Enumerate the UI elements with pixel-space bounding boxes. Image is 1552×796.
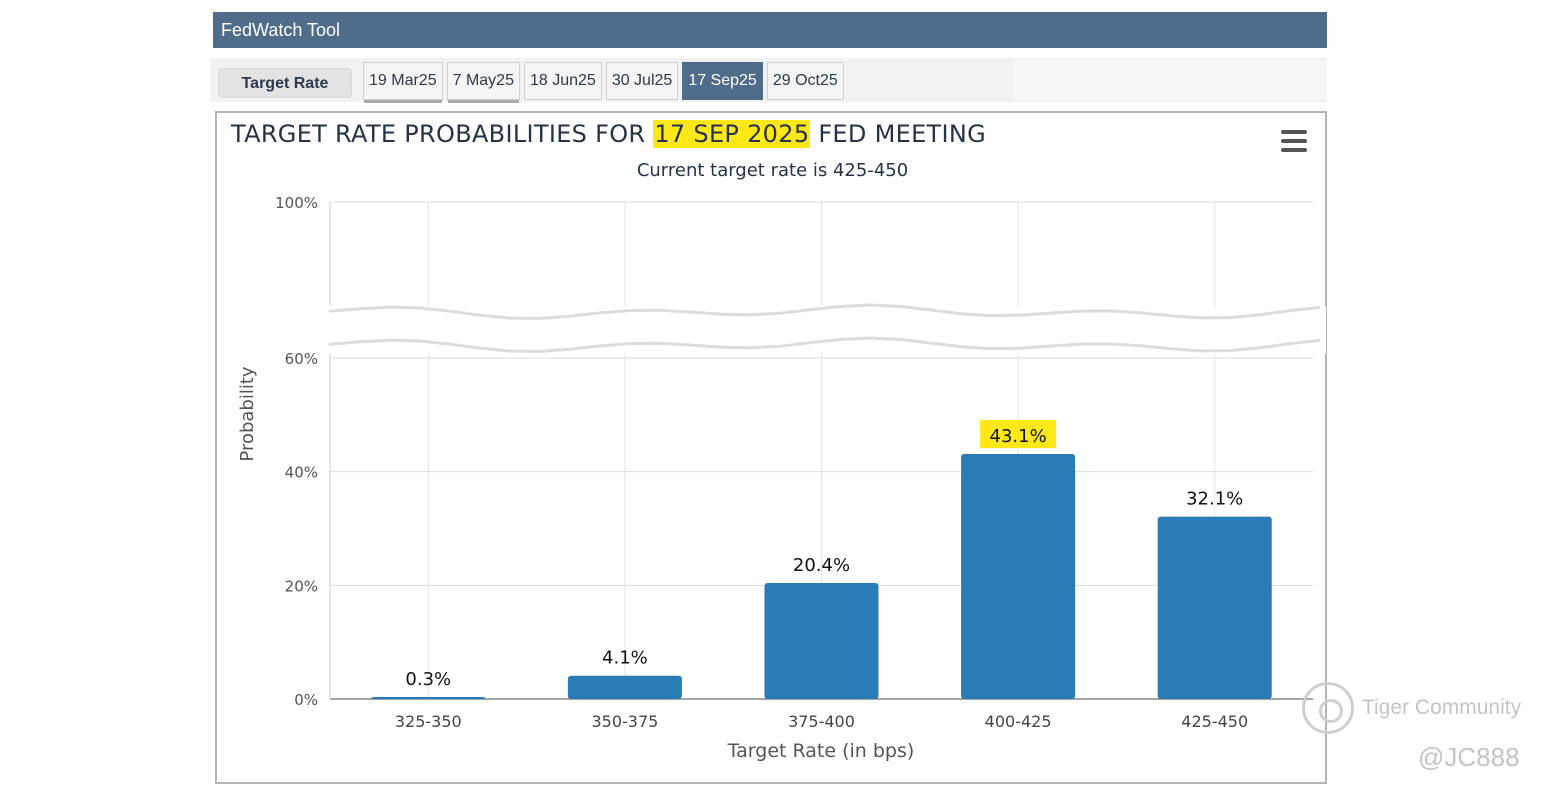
bar-400-425 [961,454,1076,699]
bar-350-375 [567,675,682,699]
tab-18-jun25[interactable]: 18 Jun25 [523,62,602,100]
watermark-name: Tiger Community [1362,696,1522,719]
tab-30-jul25[interactable]: 30 Jul25 [605,62,679,100]
y-tick-label: 0% [294,691,318,709]
grid-layer: 0% 20% 40% 60% 100% [275,194,1313,709]
tab-label: 7 May25 [452,72,514,89]
tiger-community-logo-icon [1302,682,1354,734]
label-layer: 0.3% 325-350 4.1% 350-375 20.4% 375-400 43.1% 4… [395,420,1248,731]
watermark-handle: @JC888 [1418,742,1520,772]
chart-title-prefix: TARGET RATE PROBABILITIES FOR [231,120,654,148]
tab-label: 17 Sep25 [688,72,757,89]
y-tick-label: 20% [285,577,318,595]
watermark: Tiger Community @JC888 [1300,680,1550,780]
menu-icon-bar [1281,148,1307,152]
tab-underline [364,100,442,103]
chart-subtitle: Current target rate is 425-450 [636,160,909,181]
toolbar-background [1013,60,1327,100]
x-tick-label: 325-350 [395,712,462,731]
bar-425-450 [1157,516,1272,699]
axis-break-line [328,303,1321,320]
toolbar: Target Rate 19 Mar25 7 May25 18 Jun25 30… [210,58,1327,103]
app-title: FedWatch Tool [213,12,1327,48]
tab-17-sep25[interactable]: 17 Sep25 [682,62,763,100]
meeting-tabs: 19 Mar25 7 May25 18 Jun25 30 Jul25 17 Se… [363,62,848,103]
tab-7-may25[interactable]: 7 May25 [446,62,520,103]
bar-375-400 [764,583,879,699]
x-tick-label: 375-400 [788,712,855,731]
fedwatch-app: FedWatch Tool Target Rate 19 Mar25 7 May… [210,8,1327,103]
tab-19-mar25[interactable]: 19 Mar25 [363,62,443,103]
target-rate-button[interactable]: Target Rate [218,68,352,98]
axis-break [318,303,1326,354]
data-label: 4.1% [602,648,648,669]
tab-label: 29 Oct25 [772,72,838,89]
tab-29-oct25[interactable]: 29 Oct25 [766,62,844,100]
y-tick-label: 40% [285,464,318,482]
menu-icon-bar [1281,139,1307,143]
tab-label: 19 Mar25 [369,72,437,89]
tab-label: 30 Jul25 [611,72,673,89]
data-label: 43.1% [990,426,1047,447]
y-tick-label: 60% [285,350,318,368]
x-axis-label: Target Rate (in bps) [727,740,915,762]
x-tick-label: 425-450 [1181,712,1248,731]
data-label: 0.3% [405,669,451,690]
y-axis-label: Probability [237,366,258,461]
x-tick-label: 400-425 [985,712,1052,731]
tab-underline [447,100,519,103]
y-tick-label: 100% [275,194,318,212]
data-label-highlight [980,420,1057,449]
menu-icon-bar [1281,130,1307,134]
x-tick-label: 350-375 [591,712,658,731]
tab-label: 18 Jun25 [529,72,596,89]
hamburger-menu-icon[interactable] [1281,130,1307,152]
chart-title: TARGET RATE PROBABILITIES FOR 17 SEP 202… [231,120,986,148]
data-label: 20.4% [793,555,850,576]
axis-break-line [328,336,1321,353]
data-label: 32.1% [1186,489,1243,510]
chart-title-highlight: 17 SEP 2025 [653,120,811,148]
chart-title-suffix: FED MEETING [810,120,987,148]
bar-layer [371,454,1272,699]
bar-325-350 [371,697,486,699]
